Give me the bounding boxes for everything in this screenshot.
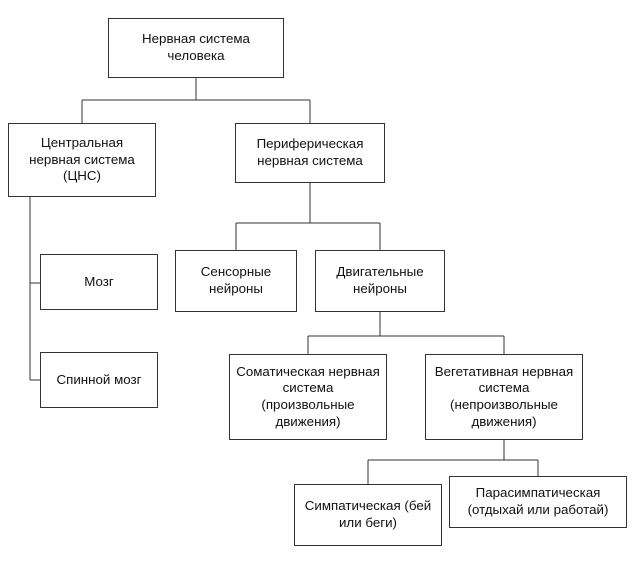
node-label: Мозг bbox=[84, 274, 114, 291]
node-label: Двигательные нейроны bbox=[322, 264, 438, 297]
node-autonomic: Вегетативная нервная система (непроизвол… bbox=[425, 354, 583, 440]
node-somatic: Соматическая нервная система (произвольн… bbox=[229, 354, 387, 440]
node-spinal: Спинной мозг bbox=[40, 352, 158, 408]
node-label: Спинной мозг bbox=[57, 372, 142, 389]
node-brain: Мозг bbox=[40, 254, 158, 310]
node-cns: Центральная нервная система (ЦНС) bbox=[8, 123, 156, 197]
node-motor: Двигательные нейроны bbox=[315, 250, 445, 312]
node-label: Парасимпатическая (отдыхай или работай) bbox=[456, 485, 620, 518]
node-label: Периферическая нервная система bbox=[242, 136, 378, 169]
node-label: Симпатическая (бей или беги) bbox=[301, 498, 435, 531]
diagram-stage: Нервная система человека Центральная нерв… bbox=[0, 0, 636, 580]
node-sensory: Сенсорные нейроны bbox=[175, 250, 297, 312]
node-pns: Периферическая нервная система bbox=[235, 123, 385, 183]
node-label: Нервная система человека bbox=[115, 31, 277, 64]
node-sympathetic: Симпатическая (бей или беги) bbox=[294, 484, 442, 546]
node-label: Сенсорные нейроны bbox=[182, 264, 290, 297]
node-label: Центральная нервная система (ЦНС) bbox=[15, 135, 149, 185]
node-label: Вегетативная нервная система (непроизвол… bbox=[432, 364, 576, 431]
node-parasympathetic: Парасимпатическая (отдыхай или работай) bbox=[449, 476, 627, 528]
node-label: Соматическая нервная система (произвольн… bbox=[236, 364, 380, 431]
node-root: Нервная система человека bbox=[108, 18, 284, 78]
